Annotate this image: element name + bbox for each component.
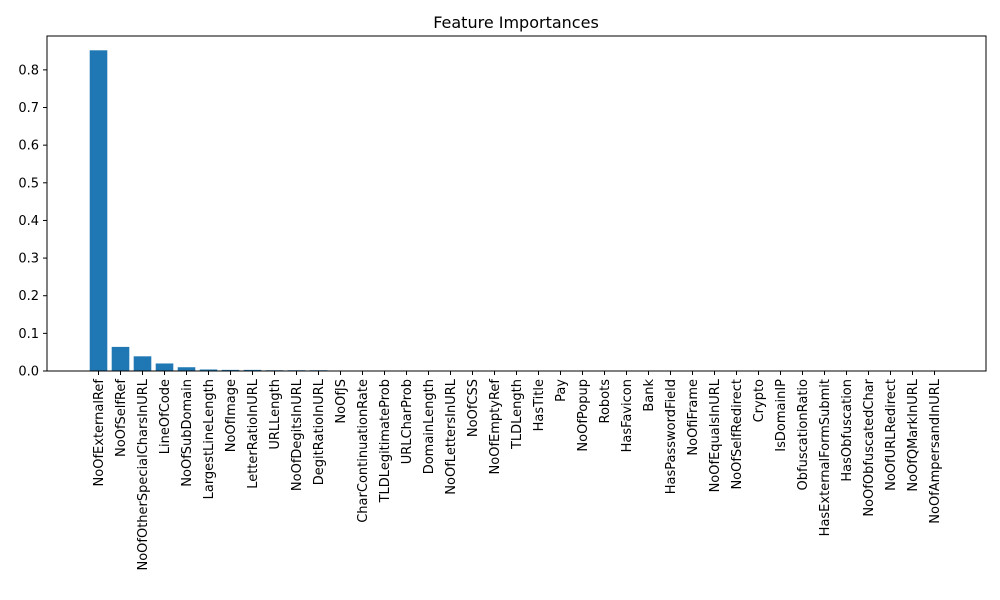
x-tick-label: Pay [554,379,569,402]
x-tick-label: NoOfDegitsInURL [290,378,305,491]
y-tick-label: 0.6 [18,139,39,154]
bar-NoOfSubDomain [177,367,196,371]
x-tick-label: HasPasswordField [664,379,679,494]
x-tick-label: NoOfiFrame [686,379,701,456]
x-tick-label: TLDLength [510,379,525,450]
x-tick-label: HasTitle [532,379,547,431]
x-tick-label: TLDLegitimateProb [378,379,393,503]
bars-group [89,50,724,372]
x-tick-label: LargestLineLength [202,379,217,499]
y-axis: 0.0 0.1 0.2 0.3 0.4 0.5 0.6 0.7 0.8 [18,63,47,380]
x-tick-label: NoOfEmptyRef [488,379,503,475]
x-tick-label: NoOfSelfRedirect [730,379,745,490]
x-tick-label: HasExternalFormSubmit [818,379,833,536]
x-tick-label: URLCharProb [400,379,415,464]
bar-NoOfOtherSpecialCharsInURL [133,356,152,371]
y-tick-label: 0.7 [18,101,39,116]
x-tick-label: DegitRatioInURL [312,378,327,485]
y-tick-label: 0.3 [18,252,39,267]
x-tick-label: NoOfEqualsInURL [708,378,723,492]
x-tick-label: NoOfExternalRef [92,379,107,487]
x-tick-label: LineOfCode [158,379,173,454]
x-tick-label: NoOfQMarkInURL [906,378,921,491]
y-tick-label: 0.0 [18,365,39,380]
x-tick-label: NoOfPopup [576,379,591,452]
bar-NoOfImage [221,369,240,371]
plot-frame [46,35,987,372]
bar-LargestLineLength [199,369,218,371]
y-tick-label: 0.8 [18,63,39,78]
bar-NoOfExternalRef [89,50,108,372]
y-tick-label: 0.5 [18,176,39,191]
bar-NoOfSelfRef [111,346,130,371]
x-tick-label: HasObfuscation [840,379,855,482]
x-tick-label: NoOfSubDomain [180,379,195,487]
chart-title: Feature Importances [433,13,599,32]
x-tick-label: NoOfLettersInURL [444,378,459,494]
x-tick-label: HasFavicon [620,379,635,452]
x-tick-label: Robots [598,379,613,424]
x-tick-label: NoOfSelfRef [114,379,129,457]
x-tick-label: ObfuscationRatio [796,379,811,491]
y-tick-label: 0.2 [18,289,39,304]
x-tick-label: NoOfObfuscatedChar [862,378,877,516]
x-tick-label: LetterRatioInURL [246,378,261,489]
bar-LineOfCode [155,363,174,371]
x-tick-label: Crypto [752,379,767,422]
y-tick-label: 0.4 [18,214,39,229]
x-tick-label: NoOfJS [334,379,349,424]
x-tick-label: URLLength [268,379,283,450]
x-tick-label: CharContinuationRate [356,379,371,523]
x-tick-label: NoOfURLRedirect [884,379,899,491]
x-tick-label: IsDomainIP [774,379,789,452]
x-tick-label: NoOfOtherSpecialCharsInURL [136,378,151,570]
x-tick-label: NoOfCSS [466,379,481,437]
x-tick-label: NoOfAmpersandInURL [928,378,943,523]
bar-LetterRatioInURL [243,369,262,371]
x-axis: NoOfExternalRef NoOfSelfRef NoOfOtherSpeci… [92,371,943,571]
x-tick-label: DomainLength [422,379,437,474]
x-tick-label: NoOfImage [224,379,239,452]
x-tick-label: Bank [642,379,657,412]
y-tick-label: 0.1 [18,327,39,342]
